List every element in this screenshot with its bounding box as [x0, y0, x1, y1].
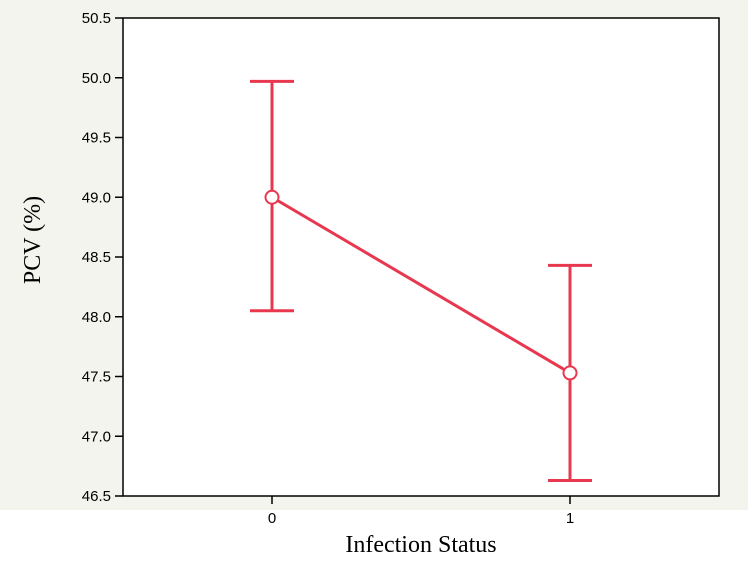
y-tick-label: 47.0 [82, 428, 111, 445]
y-tick-label: 46.5 [82, 488, 111, 505]
series-group [250, 79, 592, 482]
y-tick-label: 49.0 [82, 189, 111, 206]
plot-area [122, 17, 720, 497]
y-tick-label: 49.5 [82, 130, 111, 147]
y-tick-label: 50.0 [82, 70, 111, 87]
x-tick-label: 1 [566, 510, 574, 527]
x-tick-label: 0 [268, 510, 276, 527]
x-axis-title: Infection Status [345, 532, 496, 558]
y-tick-label: 50.5 [82, 10, 111, 27]
y-tick-label: 48.5 [82, 249, 111, 266]
y-tick-label: 47.5 [82, 369, 111, 386]
data-point-marker [264, 189, 280, 205]
series-line [271, 195, 571, 375]
data-point-marker [562, 365, 578, 381]
y-tick-label: 48.0 [82, 309, 111, 326]
y-axis-title: PCV (%) [20, 196, 46, 284]
y-axis: 46.5 47.0 47.5 48.0 48.5 49.0 49.5 50.0 50.5 [82, 10, 123, 505]
